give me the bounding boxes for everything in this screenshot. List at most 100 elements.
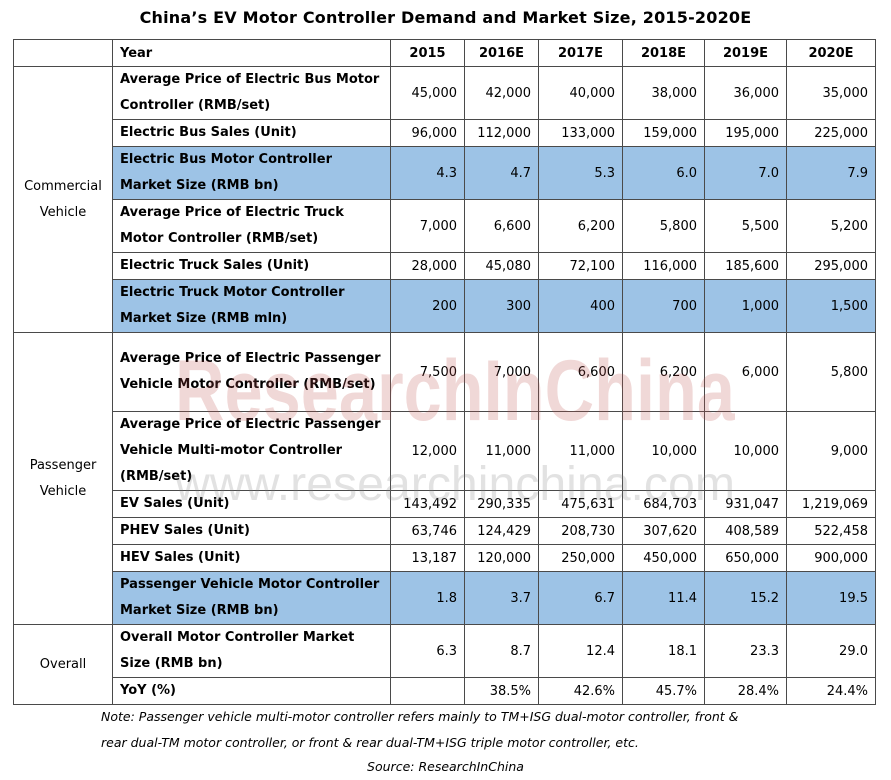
value-cell: 1,000 [704,279,787,333]
table-row: YoY (%) 38.5% 42.6% 45.7% 28.4% 24.4% [14,677,876,705]
value-cell: 143,492 [390,490,465,518]
table-row: Overall Overall Motor Controller Market S… [13,624,876,705]
note-line-1: Note: Passenger vehicle multi-motor cont… [101,709,739,724]
value-cell: 6,600 [464,199,539,253]
value-cell: 23.3 [704,624,787,678]
value-cell: 18.1 [622,624,705,678]
value-cell: 11.4 [622,571,705,625]
value-cell: 7.0 [704,146,787,200]
year-header: Year [112,39,391,67]
value-cell: 6,600 [538,332,623,412]
value-cell: 475,631 [538,490,623,518]
row-label: Electric Bus Motor Controller Market Siz… [112,146,391,200]
value-cell: 400 [538,279,623,333]
value-cell: 96,000 [390,119,465,147]
group-label-commercial: Commercial Vehicle [13,66,113,333]
value-cell: 11,000 [538,411,623,491]
value-cell: 8.7 [464,624,539,678]
header-blank-cell [13,39,113,67]
value-cell: 931,047 [704,490,787,518]
value-cell: 1,500 [786,279,876,333]
value-cell: 195,000 [704,119,787,147]
value-cell: 10,000 [704,411,787,491]
value-cell: 112,000 [464,119,539,147]
table-row: Average Price of Electric Truck Motor Co… [14,199,876,253]
row-label: Overall Motor Controller Market Size (RM… [112,624,391,678]
value-cell: 6,200 [538,199,623,253]
value-cell: 700 [622,279,705,333]
value-cell: 1.8 [390,571,465,625]
table-row: Passenger Vehicle Average Price of Electr… [13,332,876,625]
value-cell: 15.2 [704,571,787,625]
value-cell: 42.6% [538,677,623,705]
value-cell: 200 [390,279,465,333]
value-cell: 12,000 [390,411,465,491]
value-cell: 5,800 [622,199,705,253]
value-cell: 290,335 [464,490,539,518]
value-cell: 307,620 [622,517,705,545]
data-table: Year 2015 2016E 2017E 2018E 2019E 2020E Commerc… [13,39,876,705]
table-row: Electric Bus Motor Controller Market Siz… [14,146,876,200]
value-cell: 35,000 [786,66,876,120]
value-cell: 36,000 [704,66,787,120]
year-column-header: 2019E [704,39,787,67]
value-cell: 684,703 [622,490,705,518]
value-cell: 6,200 [622,332,705,412]
value-cell: 300 [464,279,539,333]
value-cell: 7,000 [464,332,539,412]
value-cell: 6,000 [704,332,787,412]
note-line-2: rear dual-TM motor controller, or front … [101,735,639,750]
row-label: Average Price of Electric Truck Motor Co… [112,199,391,253]
table-row: Passenger Vehicle Motor Controller Marke… [14,571,876,625]
value-cell: 4.3 [390,146,465,200]
value-cell: 5,500 [704,199,787,253]
value-cell: 225,000 [786,119,876,147]
row-label: EV Sales (Unit) [112,490,391,518]
row-label: Electric Truck Sales (Unit) [112,252,391,280]
row-label: Average Price of Electric Passenger Vehi… [112,411,391,491]
value-cell: 1,219,069 [786,490,876,518]
value-cell: 72,100 [538,252,623,280]
year-column-header: 2020E [786,39,876,67]
value-cell: 6.0 [622,146,705,200]
table-row: PHEV Sales (Unit) 63,746 124,429 208,730 307… [14,517,876,545]
value-cell: 185,600 [704,252,787,280]
value-cell: 29.0 [786,624,876,678]
row-label: Average Price of Electric Bus Motor Cont… [112,66,391,120]
group-label-overall: Overall [13,624,113,705]
value-cell: 7,500 [390,332,465,412]
value-cell: 10,000 [622,411,705,491]
value-cell: 7,000 [390,199,465,253]
value-cell: 124,429 [464,517,539,545]
value-cell: 159,000 [622,119,705,147]
value-cell: 38,000 [622,66,705,120]
value-cell: 6.3 [390,624,465,678]
value-cell: 13,187 [390,544,465,572]
value-cell: 4.7 [464,146,539,200]
value-cell: 12.4 [538,624,623,678]
value-cell: 28,000 [390,252,465,280]
header-row: Year 2015 2016E 2017E 2018E 2019E 2020E [13,39,876,67]
row-label: PHEV Sales (Unit) [112,517,391,545]
value-cell: 38.5% [464,677,539,705]
year-column-header: 2018E [622,39,705,67]
value-cell [390,677,465,705]
value-cell: 5,200 [786,199,876,253]
value-cell: 40,000 [538,66,623,120]
value-cell: 45,080 [464,252,539,280]
value-cell: 450,000 [622,544,705,572]
value-cell: 5.3 [538,146,623,200]
value-cell: 250,000 [538,544,623,572]
value-cell: 408,589 [704,517,787,545]
value-cell: 42,000 [464,66,539,120]
value-cell: 900,000 [786,544,876,572]
value-cell: 120,000 [464,544,539,572]
table-row: Electric Truck Motor Controller Market S… [14,279,876,333]
group-label-passenger: Passenger Vehicle [13,332,113,625]
value-cell: 133,000 [538,119,623,147]
table-row: HEV Sales (Unit) 13,187 120,000 250,000 450,… [14,544,876,572]
value-cell: 3.7 [464,571,539,625]
table-row: Electric Bus Sales (Unit) 96,000 112,000 13… [14,119,876,147]
table-row: EV Sales (Unit) 143,492 290,335 475,631 684,… [14,490,876,518]
source-text: Source: ResearchInChina [367,759,524,774]
